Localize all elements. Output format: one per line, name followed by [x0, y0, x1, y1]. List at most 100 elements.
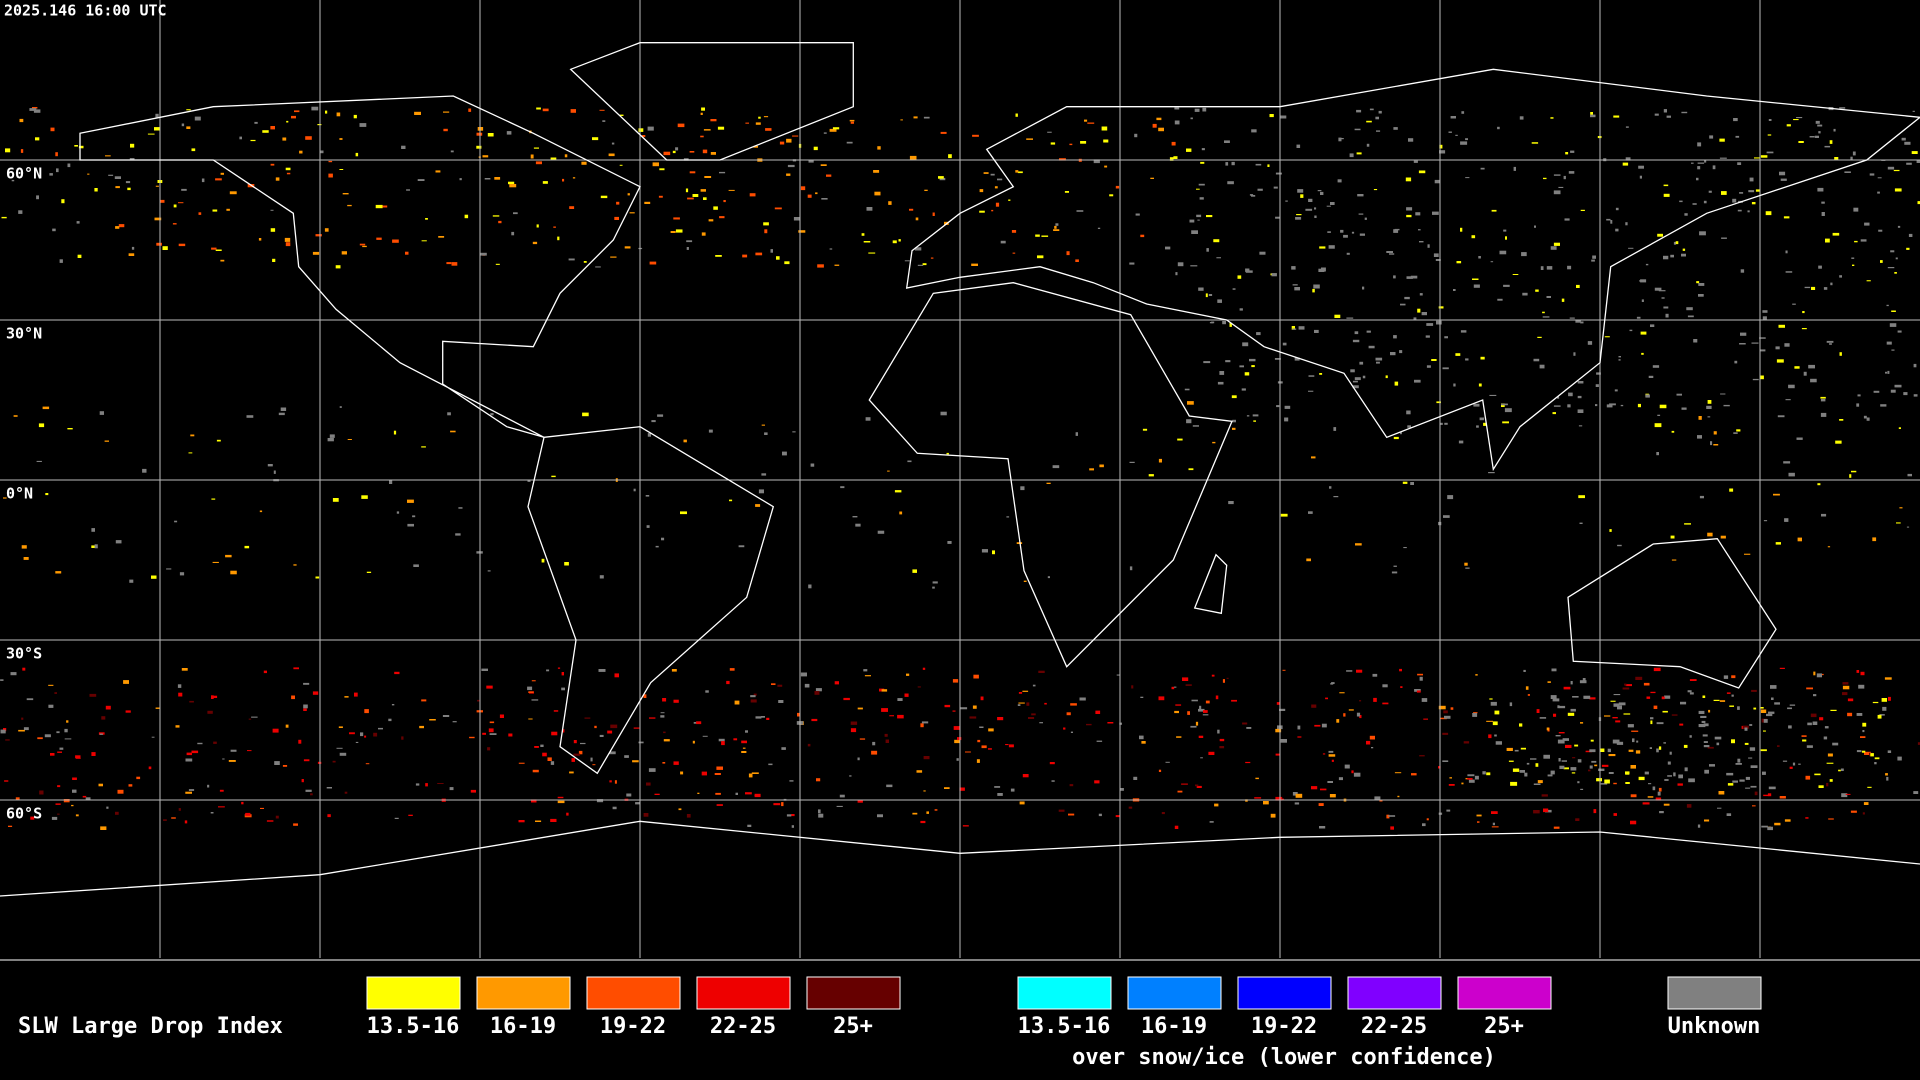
cloud-speckle [178, 202, 184, 204]
cloud-speckle [1414, 379, 1421, 383]
cloud-speckle [979, 189, 984, 193]
cloud-speckle [1899, 507, 1903, 509]
cloud-speckle [1436, 401, 1441, 404]
cloud-speckle [136, 776, 141, 780]
cloud-speckle [1519, 723, 1523, 727]
cloud-speckle [840, 486, 845, 489]
cloud-speckle [451, 262, 458, 266]
cloud-speckle [1590, 112, 1593, 115]
cloud-speckle [1830, 709, 1837, 711]
cloud-speckle [1652, 786, 1656, 791]
cloud-speckle [1608, 772, 1614, 774]
cloud-speckle [172, 223, 177, 225]
cloud-speckle [892, 240, 897, 244]
cloud-speckle [178, 692, 183, 697]
cloud-speckle [267, 464, 273, 467]
cloud-speckle [1246, 727, 1252, 729]
cloud-speckle [1476, 425, 1479, 428]
cloud-speckle [61, 199, 65, 204]
cloud-speckle [1661, 297, 1665, 299]
cloud-speckle [1720, 535, 1726, 539]
cloud-speckle [155, 113, 159, 118]
cloud-speckle [1294, 287, 1300, 291]
cloud-speckle [1666, 115, 1671, 118]
cloud-speckle [127, 187, 131, 191]
cloud-speckle [1553, 190, 1561, 195]
cloud-speckle [1794, 366, 1800, 369]
cloud-speckle [396, 511, 400, 514]
cloud-speckle [980, 696, 984, 701]
cloud-speckle [1638, 776, 1645, 781]
cloud-speckle [291, 115, 296, 119]
cloud-speckle [0, 679, 4, 681]
cloud-speckle [1348, 709, 1354, 711]
cloud-speckle [1019, 801, 1025, 805]
cloud-speckle [1681, 111, 1688, 114]
cloud-speckle [619, 114, 624, 116]
cloud-speckle [675, 229, 683, 233]
cloud-speckle [1140, 696, 1144, 698]
cloud-speckle [1839, 107, 1846, 109]
cloud-speckle [983, 172, 989, 174]
cloud-speckle [1613, 782, 1617, 785]
cloud-speckle [1863, 802, 1869, 805]
cloud-speckle [750, 699, 757, 703]
cloud-speckle [1196, 188, 1200, 190]
cloud-speckle [1821, 513, 1827, 517]
cloud-speckle [270, 126, 275, 130]
cloud-speckle [1186, 419, 1192, 424]
cloud-speckle [1434, 179, 1441, 184]
cloud-speckle [792, 431, 796, 433]
cloud-speckle [1461, 782, 1464, 785]
cloud-speckle [1686, 804, 1692, 808]
cloud-speckle [85, 797, 91, 801]
cloud-speckle [1197, 219, 1200, 221]
cloud-speckle [1411, 773, 1417, 776]
cloud-speckle [1305, 208, 1313, 211]
cloud-speckle [855, 523, 861, 527]
cloud-speckle [1802, 739, 1807, 742]
cloud-speckle [1326, 205, 1331, 207]
cloud-speckle [1388, 815, 1396, 817]
cloud-speckle [940, 411, 947, 416]
cloud-speckle [509, 184, 517, 188]
cloud-speckle [1798, 763, 1801, 765]
cloud-speckle [1251, 129, 1257, 133]
cloud-speckle [1468, 779, 1475, 783]
cloud-speckle [1737, 209, 1742, 212]
cloud-speckle [1696, 281, 1700, 284]
cloud-speckle [954, 739, 960, 744]
cloud-speckle [1015, 170, 1019, 173]
cloud-speckle [13, 415, 18, 417]
cloud-speckle [1068, 813, 1075, 816]
cloud-speckle [673, 217, 680, 220]
cloud-speckle [1455, 353, 1461, 356]
cloud-speckle [1768, 786, 1776, 790]
cloud-speckle [488, 728, 494, 733]
cloud-speckle [1898, 427, 1901, 429]
cloud-speckle [1774, 702, 1780, 705]
cloud-speckle [1449, 777, 1452, 779]
cloud-speckle [1828, 818, 1834, 820]
cloud-speckle [595, 266, 601, 268]
cloud-speckle [1244, 372, 1250, 376]
cloud-speckle [324, 228, 329, 232]
cloud-speckle [1784, 343, 1790, 347]
cloud-speckle [1394, 381, 1399, 386]
cloud-speckle [1553, 242, 1560, 246]
cloud-speckle [393, 430, 397, 435]
cloud-speckle [1374, 796, 1381, 801]
cloud-speckle [207, 710, 213, 714]
cloud-speckle [210, 812, 214, 814]
cloud-speckle [481, 668, 488, 671]
cloud-speckle [1839, 419, 1844, 421]
cloud-speckle [1858, 684, 1865, 689]
cloud-speckle [677, 123, 685, 128]
cloud-speckle [1271, 273, 1277, 277]
cloud-speckle [293, 823, 298, 826]
cloud-speckle [1385, 375, 1388, 379]
cloud-speckle [263, 670, 267, 674]
cloud-speckle [1684, 767, 1688, 772]
cloud-speckle [1519, 116, 1524, 120]
